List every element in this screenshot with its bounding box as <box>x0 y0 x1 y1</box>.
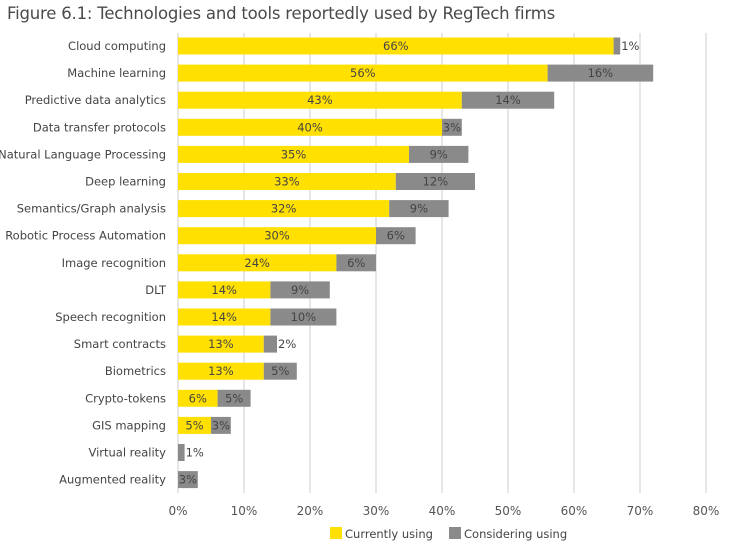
data-label: 9% <box>291 283 309 297</box>
bar-considering-using <box>442 118 462 136</box>
data-label: 3% <box>212 418 230 432</box>
category-label: Natural Language Processing <box>0 147 166 161</box>
bar-considering-using <box>270 281 330 299</box>
bar-currently-using <box>178 91 462 109</box>
data-label: 12% <box>423 175 449 189</box>
category-label: Crypto-tokens <box>85 391 166 405</box>
data-label: 5% <box>185 418 203 432</box>
category-label: Speech recognition <box>55 310 166 324</box>
data-label: 14% <box>211 310 237 324</box>
x-tick-label: 10% <box>231 504 258 518</box>
bar-considering-using <box>547 64 654 82</box>
bar-currently-using <box>178 416 211 434</box>
bar-considering-using <box>178 444 185 461</box>
category-label: Augmented reality <box>59 473 166 487</box>
bar-considering-using <box>263 335 277 353</box>
bar-considering-using <box>217 389 251 407</box>
data-label: 9% <box>430 147 448 161</box>
bar-currently-using <box>178 145 409 163</box>
bar-currently-using <box>178 200 390 218</box>
bar-currently-using <box>178 64 548 82</box>
x-tick-label: 20% <box>297 504 324 518</box>
data-label: 30% <box>264 229 290 243</box>
x-tick-label: 0% <box>168 504 187 518</box>
bar-currently-using <box>178 254 337 272</box>
legend-label: Currently using <box>345 527 433 541</box>
data-label: 6% <box>189 391 207 405</box>
bar-currently-using <box>178 37 614 55</box>
data-label: 14% <box>495 93 521 107</box>
data-label: 43% <box>307 93 333 107</box>
bar-considering-using <box>376 227 416 245</box>
bar-considering-using <box>270 308 337 326</box>
data-label: 2% <box>278 337 296 351</box>
x-tick-label: 80% <box>693 504 720 518</box>
data-label: 56% <box>350 66 376 80</box>
x-tick-label: 30% <box>363 504 390 518</box>
data-label: 24% <box>244 256 270 270</box>
bar-currently-using <box>178 308 271 326</box>
category-label: Biometrics <box>105 364 166 378</box>
category-label: Predictive data analytics <box>25 93 166 107</box>
data-label: 9% <box>410 202 428 216</box>
data-label: 33% <box>274 175 300 189</box>
data-label: 13% <box>208 337 234 351</box>
data-label: 16% <box>588 66 614 80</box>
category-label: Virtual reality <box>88 446 166 460</box>
data-label: 5% <box>271 364 289 378</box>
bar-currently-using <box>178 335 264 353</box>
bar-considering-using <box>263 362 297 380</box>
x-tick-label: 70% <box>627 504 654 518</box>
data-label: 13% <box>208 364 234 378</box>
category-label: Semantics/Graph analysis <box>17 202 166 216</box>
bar-considering-using <box>336 254 376 272</box>
legend-swatch <box>449 527 461 539</box>
data-label: 35% <box>281 147 307 161</box>
bar-currently-using <box>178 281 271 299</box>
bar-considering-using <box>613 37 621 55</box>
data-label: 3% <box>443 120 461 134</box>
category-label: Image recognition <box>62 256 166 270</box>
data-label: 10% <box>291 310 317 324</box>
category-label: Data transfer protocols <box>33 120 166 134</box>
category-label: GIS mapping <box>92 418 166 432</box>
x-tick-label: 40% <box>429 504 456 518</box>
bar-currently-using <box>178 227 376 245</box>
data-label: 66% <box>383 39 409 53</box>
data-label: 40% <box>297 120 323 134</box>
data-label: 6% <box>387 229 405 243</box>
x-tick-label: 50% <box>495 504 522 518</box>
legend-label: Considering using <box>464 527 567 541</box>
data-label: 1% <box>186 446 204 460</box>
bar-considering-using <box>395 173 475 190</box>
bar-considering-using <box>409 145 469 163</box>
category-label: Deep learning <box>85 175 166 189</box>
category-label: Robotic Process Automation <box>5 229 166 243</box>
category-label: Smart contracts <box>74 337 166 351</box>
bar-considering-using <box>389 200 449 218</box>
data-label: 1% <box>621 39 639 53</box>
data-label: 14% <box>211 283 237 297</box>
bar-considering-using <box>211 416 231 434</box>
bar-currently-using <box>178 389 218 407</box>
category-label: DLT <box>145 283 167 297</box>
x-tick-label: 60% <box>561 504 588 518</box>
legend-swatch <box>330 527 342 539</box>
category-label: Cloud computing <box>68 39 166 53</box>
data-label: 6% <box>347 256 365 270</box>
bar-currently-using <box>178 173 396 190</box>
bar-currently-using <box>178 362 264 380</box>
data-label: 3% <box>179 473 197 487</box>
data-label: 32% <box>271 202 297 216</box>
chart-title: Figure 6.1: Technologies and tools repor… <box>7 4 556 23</box>
bar-currently-using <box>178 118 442 136</box>
data-label: 5% <box>225 391 243 405</box>
bar-considering-using <box>178 471 198 489</box>
category-label: Machine learning <box>67 66 166 80</box>
bar-considering-using <box>461 91 555 109</box>
